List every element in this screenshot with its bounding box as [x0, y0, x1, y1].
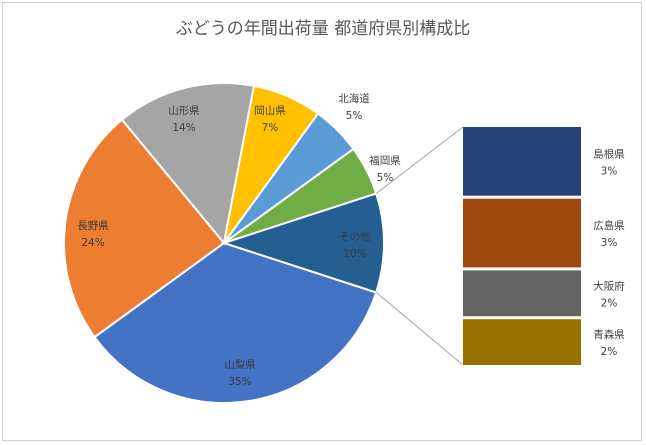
- pie-label-value-3: 7%: [262, 122, 279, 134]
- pie-label-name-4: 北海道: [338, 92, 370, 105]
- pie-label-value-1: 24%: [81, 237, 104, 249]
- pie-label-name-0: 山梨県: [224, 358, 256, 371]
- bar-label-name-2: 大阪府: [593, 279, 625, 292]
- pie-label-value-2: 14%: [172, 122, 195, 134]
- bar-label-value-3: 2%: [601, 346, 618, 358]
- bar-segment-0: [463, 127, 581, 196]
- pie-slice-1: [63, 118, 226, 339]
- pie-label-name-3: 岡山県: [254, 105, 286, 117]
- connector-line-bottom: [375, 292, 464, 366]
- pie-label-value-0: 35%: [228, 376, 251, 388]
- connector-line-top: [375, 126, 464, 194]
- pie-slice-2: [120, 81, 256, 246]
- bar-label-value-1: 3%: [601, 237, 618, 249]
- pie-label-value-4: 5%: [346, 110, 363, 122]
- pie-label-name-1: 長野県: [77, 220, 109, 232]
- bar-label-value-2: 2%: [601, 297, 618, 309]
- bar-label-name-0: 島根県: [593, 147, 625, 160]
- bar-label-name-3: 青森県: [593, 328, 625, 341]
- pie-label-value-6: 10%: [343, 248, 366, 260]
- pie-slice-6: [220, 192, 385, 294]
- bar-segment-2: [463, 270, 581, 317]
- pie-label-value-5: 5%: [377, 172, 394, 184]
- pie-label-name-5: 福岡県: [369, 154, 401, 167]
- bar-segment-3: [463, 319, 581, 365]
- pie-slice-0: [93, 241, 378, 404]
- bar-label-value-0: 3%: [601, 165, 618, 177]
- chart-title: ぶどうの年間出荷量 都道府県別構成比: [175, 19, 471, 39]
- bar-label-name-1: 広島県: [593, 219, 625, 232]
- pie-label-name-2: 山形県: [168, 105, 200, 117]
- pie-label-name-6: その他: [339, 230, 371, 243]
- bar-segment-1: [463, 198, 581, 268]
